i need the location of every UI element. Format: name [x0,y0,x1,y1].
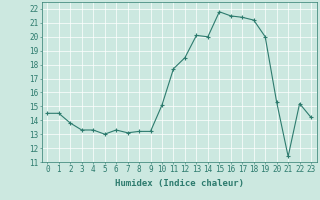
X-axis label: Humidex (Indice chaleur): Humidex (Indice chaleur) [115,179,244,188]
